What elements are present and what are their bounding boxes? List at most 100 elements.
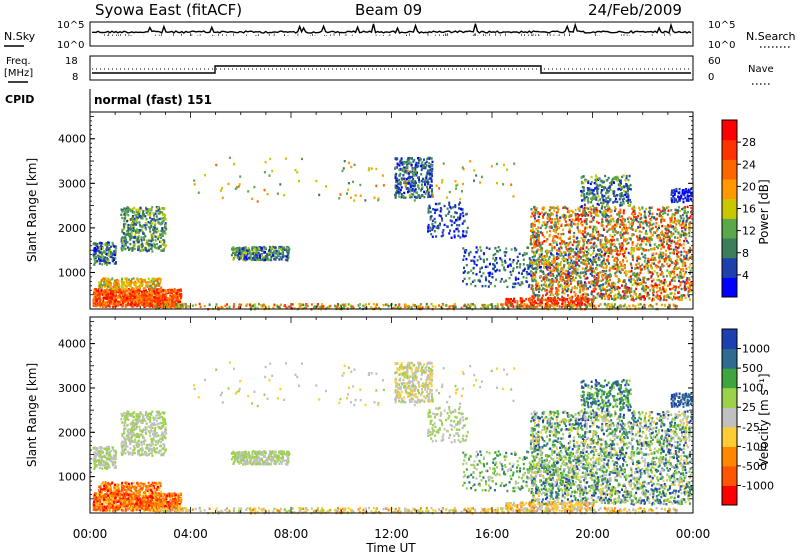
echo-cell (584, 282, 587, 285)
echo-cell (108, 279, 111, 282)
echo-cell (560, 252, 563, 255)
echo-cell (535, 240, 537, 243)
echo-cell (614, 249, 617, 252)
echo-cell (552, 267, 555, 271)
echo-cell (635, 216, 637, 219)
echo-cell (141, 296, 144, 299)
echo-cell (93, 255, 96, 258)
echo-cell (547, 250, 550, 254)
echo-cell (543, 255, 546, 258)
echo-cell (517, 277, 520, 281)
echo-cell (670, 247, 673, 251)
echo-cell (563, 292, 566, 295)
echo-cell (593, 286, 596, 289)
echo-cell (646, 266, 649, 270)
echo-cell (535, 233, 538, 237)
echo-cell (150, 233, 153, 236)
echo-cell (581, 223, 584, 227)
echo-cell (129, 295, 132, 299)
echo-cell (447, 212, 450, 216)
echo-cell (103, 259, 106, 263)
echo-cell (549, 287, 552, 290)
echo-cell (237, 250, 240, 254)
echo-cell (670, 225, 673, 229)
echo-cell (580, 231, 583, 234)
echo-cell (623, 291, 626, 295)
echo-cell (531, 284, 534, 288)
echo-cell (236, 248, 239, 251)
echo-cell (556, 257, 559, 260)
echo-cell (662, 285, 665, 289)
echo-cell (246, 255, 249, 258)
echo-cell (658, 226, 660, 230)
echo-cell (164, 222, 167, 225)
echo-cell (510, 248, 513, 251)
echo-cell (547, 285, 550, 288)
echo-cell (577, 207, 580, 210)
echo-cell (678, 209, 681, 212)
echo-cell (105, 261, 108, 264)
echo-cell (101, 303, 104, 306)
echo-cell (568, 271, 571, 274)
echo-cell (544, 293, 547, 297)
echo-cell (141, 213, 144, 216)
echo-cell (129, 232, 132, 236)
echo-cell (683, 255, 685, 258)
echo-cell (244, 257, 247, 261)
echo-cell (623, 219, 626, 223)
echo-cell (643, 214, 646, 217)
echo-cell (260, 249, 263, 252)
echo-cell (132, 277, 135, 280)
echo-cell (434, 211, 436, 214)
echo-cell (617, 265, 620, 269)
echo-cell (648, 241, 651, 244)
echo-cell (590, 291, 593, 295)
echo-cell (658, 254, 661, 257)
echo-cell (533, 230, 536, 234)
echo-cell (94, 259, 97, 262)
echo-cell (154, 299, 157, 302)
echo-cell (155, 278, 158, 281)
echo-cell (583, 219, 586, 223)
echo-cell (143, 297, 146, 301)
echo-cell (617, 231, 620, 234)
echo-cell (672, 252, 675, 255)
echo-cell (615, 219, 618, 222)
echo-cell (548, 215, 551, 218)
echo-cell (561, 295, 564, 299)
echo-cell (562, 232, 565, 236)
echo-cell (585, 256, 588, 259)
echo-cell (168, 304, 171, 307)
echo-cell (97, 303, 100, 307)
nsky-tick-top: 10^5 (57, 20, 84, 31)
echo-cell (657, 289, 660, 293)
echo-cell (455, 218, 457, 222)
echo-cell (97, 290, 100, 293)
echo-cell (633, 292, 636, 295)
echo-cell (454, 211, 457, 214)
echo-cell (614, 274, 617, 278)
echo-cell (400, 193, 403, 196)
echo-cell (426, 182, 429, 186)
echo-cell (149, 243, 152, 247)
echo-cell (638, 273, 641, 277)
echo-cell (505, 247, 508, 250)
echo-cell (598, 264, 601, 267)
echo-cell (459, 236, 462, 239)
echo-cell (429, 172, 432, 175)
echo-cell (262, 251, 265, 254)
echo-cell (94, 302, 97, 305)
echo-cell (678, 239, 681, 242)
echo-cell (161, 233, 164, 237)
echo-cell (609, 238, 612, 242)
echo-cell (674, 297, 677, 300)
echo-cell (432, 208, 435, 211)
echo-cell (395, 180, 398, 184)
echo-cell (121, 277, 124, 281)
echo-cell (615, 260, 618, 264)
echo-cell (271, 252, 274, 255)
echo-cell (593, 236, 596, 240)
echo-cell (504, 259, 506, 263)
echo-cell (600, 245, 603, 248)
echo-cell (680, 244, 683, 247)
